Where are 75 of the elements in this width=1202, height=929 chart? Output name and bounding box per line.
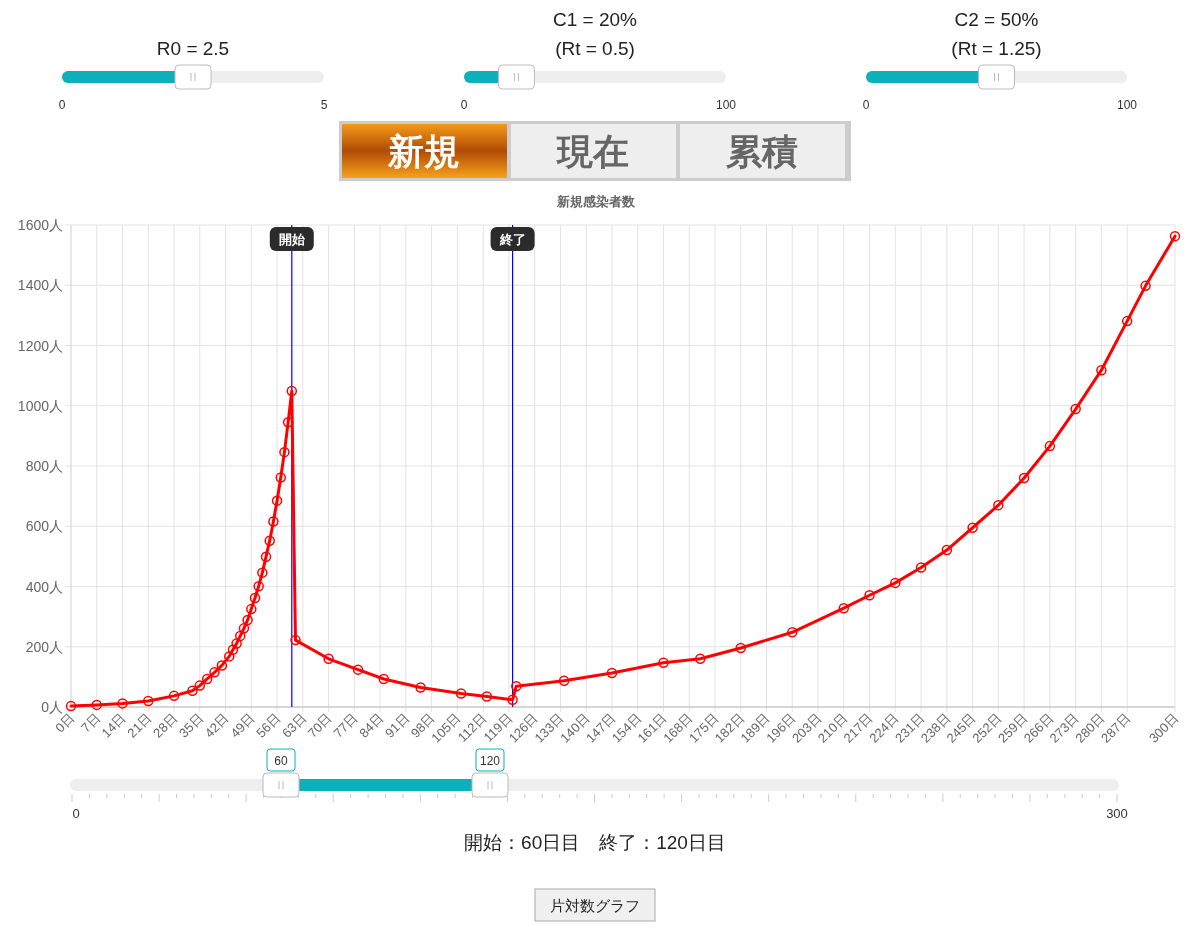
point	[91, 699, 103, 711]
point	[249, 592, 261, 604]
point	[1070, 403, 1081, 415]
point	[695, 653, 706, 665]
point	[323, 653, 334, 665]
point	[1140, 280, 1151, 292]
point	[941, 544, 953, 556]
point	[838, 602, 850, 614]
point	[352, 664, 364, 675]
point	[378, 673, 390, 685]
point	[238, 623, 250, 634]
point	[787, 627, 798, 638]
y-tick-label: 1200人	[17, 337, 63, 354]
point	[246, 603, 257, 615]
ref-line-label: 開始	[278, 232, 306, 247]
y-tick-label: 800人	[25, 458, 63, 474]
point	[117, 698, 128, 709]
point	[1018, 472, 1030, 484]
point	[242, 614, 253, 626]
point	[275, 472, 287, 483]
y-tick-label: 200人	[25, 638, 63, 655]
tabs: 新規 現在 累積	[339, 121, 851, 181]
point	[282, 417, 294, 428]
point	[235, 630, 246, 642]
point	[257, 567, 268, 578]
point	[1121, 315, 1133, 327]
button: 片対数グラフ	[534, 888, 656, 922]
y-tick-label: 1600人	[17, 217, 63, 233]
point	[253, 580, 264, 592]
ref-line-label: 終了	[498, 232, 526, 247]
point	[286, 385, 298, 397]
point	[507, 694, 518, 706]
x-tick-label: 300日	[1145, 710, 1182, 746]
point	[558, 675, 570, 687]
point	[735, 642, 747, 654]
point	[967, 522, 978, 534]
point	[1044, 440, 1056, 452]
point	[264, 535, 275, 546]
point	[201, 673, 213, 685]
info: 開始：60日目 終了：120日目	[464, 832, 726, 853]
point	[511, 680, 522, 692]
point	[216, 660, 228, 671]
y-tick-label: 1000人	[17, 397, 63, 414]
point	[279, 446, 290, 458]
x-tick-label: 7日	[77, 710, 103, 736]
point	[209, 667, 220, 678]
point	[65, 700, 77, 712]
range-slider: 60 120 0 300	[70, 748, 1128, 821]
point	[606, 667, 618, 679]
point	[1169, 230, 1181, 242]
point	[271, 495, 283, 506]
y-tick-label: 400人	[25, 578, 63, 595]
point	[481, 691, 493, 702]
point	[143, 695, 154, 707]
point	[415, 682, 426, 693]
y-tick-label: 1400人	[17, 277, 63, 294]
point	[260, 551, 272, 562]
point	[864, 589, 875, 601]
point	[290, 634, 301, 646]
point	[194, 680, 206, 691]
point	[268, 516, 279, 527]
point	[890, 577, 901, 589]
point	[227, 644, 239, 656]
point	[993, 499, 1004, 511]
point	[231, 638, 242, 649]
point	[658, 657, 669, 668]
point	[455, 688, 467, 699]
point	[223, 651, 235, 662]
y-tick-label: 0人	[41, 699, 63, 715]
point	[187, 685, 198, 696]
point	[1096, 364, 1107, 376]
y-tick-label: 600人	[25, 518, 63, 535]
point	[915, 562, 927, 573]
chart-title: 新規感染者数	[556, 194, 636, 209]
point	[168, 690, 180, 702]
